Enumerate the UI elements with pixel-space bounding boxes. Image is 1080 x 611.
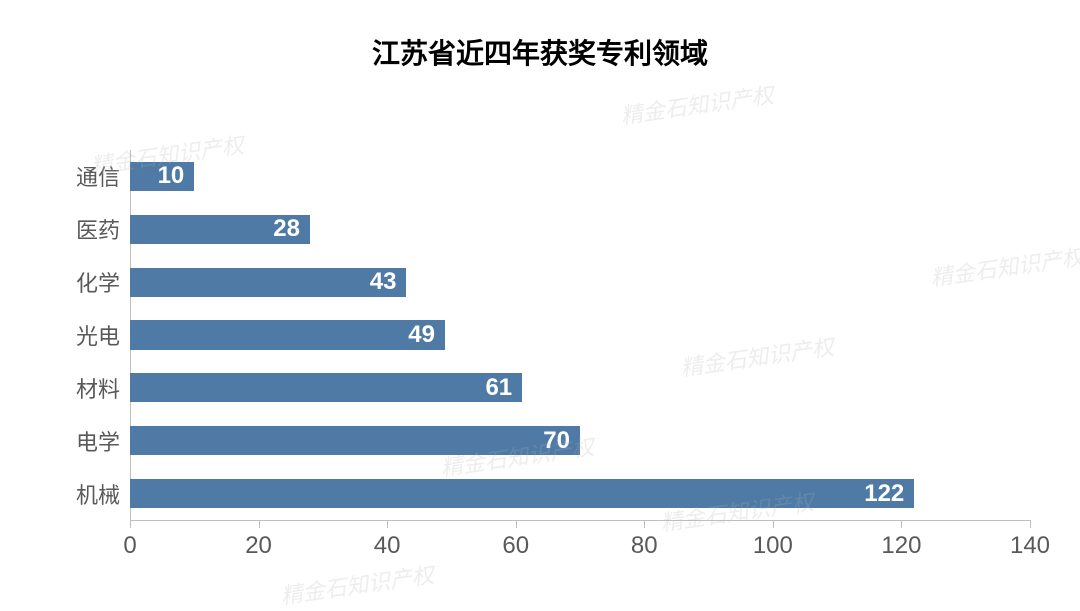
chart-container: 江苏省近四年获奖专利领域 020406080100120140通信10医药28化… — [0, 0, 1080, 608]
x-tick-mark — [516, 520, 517, 528]
y-category-label: 机械 — [50, 478, 120, 510]
watermark-text: 精金石知识产权 — [279, 557, 436, 610]
x-tick-mark — [130, 520, 131, 528]
y-category-label: 材料 — [50, 372, 120, 404]
y-category-label: 化学 — [50, 266, 120, 298]
x-tick-label: 140 — [1010, 532, 1050, 560]
watermark-text: 精金石知识产权 — [619, 77, 776, 130]
bar-value-label: 10 — [158, 162, 185, 190]
plot-area: 020406080100120140通信10医药28化学43光电49材料61电学… — [130, 150, 1030, 520]
x-tick-label: 60 — [502, 532, 529, 560]
x-tick-mark — [901, 520, 902, 528]
x-tick-label: 80 — [631, 532, 658, 560]
bar: 49 — [130, 320, 445, 349]
bar: 70 — [130, 426, 580, 455]
bar-value-label: 122 — [864, 480, 904, 508]
bar-value-label: 28 — [273, 215, 300, 243]
x-tick-label: 20 — [245, 532, 272, 560]
x-tick-label: 40 — [374, 532, 401, 560]
x-tick-label: 0 — [123, 532, 136, 560]
bar: 10 — [130, 162, 194, 191]
bar-value-label: 43 — [370, 268, 397, 296]
x-tick-mark — [387, 520, 388, 528]
x-tick-label: 120 — [881, 532, 921, 560]
bar-value-label: 49 — [408, 321, 435, 349]
x-tick-mark — [773, 520, 774, 528]
bar: 28 — [130, 215, 310, 244]
y-category-label: 通信 — [50, 160, 120, 192]
y-category-label: 光电 — [50, 319, 120, 351]
chart-title: 江苏省近四年获奖专利领域 — [0, 32, 1080, 72]
bar: 43 — [130, 268, 406, 297]
y-category-label: 电学 — [50, 425, 120, 457]
x-tick-mark — [1030, 520, 1031, 528]
bar-value-label: 70 — [543, 427, 570, 455]
bar: 61 — [130, 373, 522, 402]
bar: 122 — [130, 479, 914, 508]
x-tick-mark — [259, 520, 260, 528]
x-axis-line — [130, 520, 1030, 521]
x-tick-mark — [644, 520, 645, 528]
bar-value-label: 61 — [485, 374, 512, 402]
x-tick-label: 100 — [753, 532, 793, 560]
y-category-label: 医药 — [50, 213, 120, 245]
